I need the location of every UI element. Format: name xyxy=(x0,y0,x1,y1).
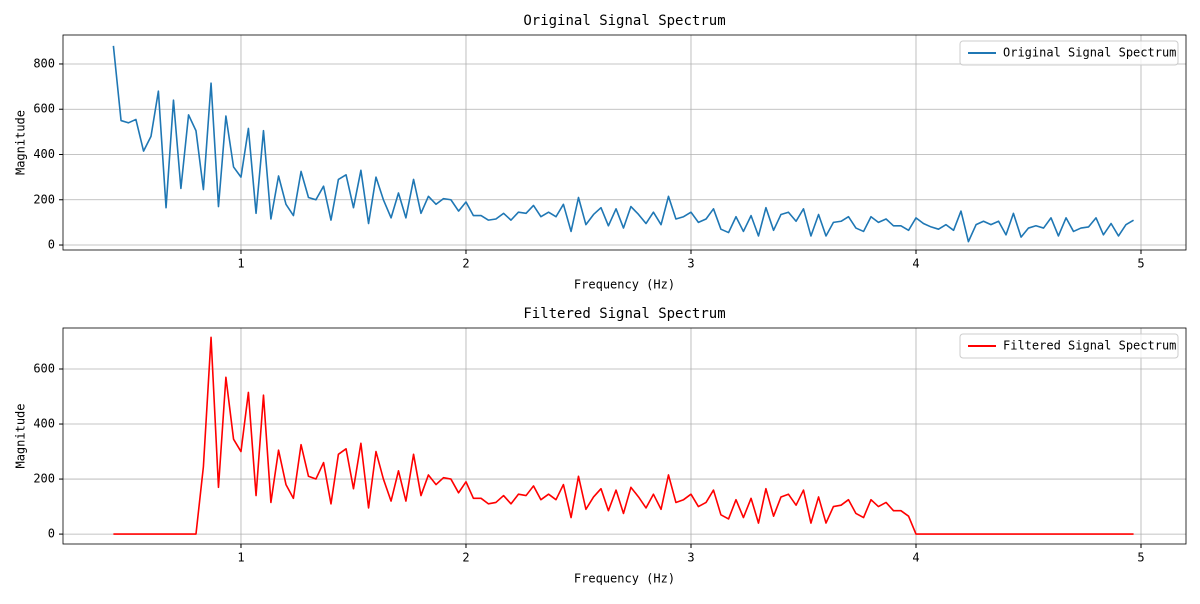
plot-frame xyxy=(62,327,1187,545)
x-axis-label: Frequency (Hz) xyxy=(574,278,675,292)
x-tick-label: 2 xyxy=(462,551,469,565)
line xyxy=(113,336,1134,535)
legend-box xyxy=(959,40,1179,66)
chart-title: Filtered Signal Spectrum xyxy=(523,306,725,322)
x-tick-label: 3 xyxy=(687,551,694,565)
y-tick-label: 0 xyxy=(48,527,55,541)
line xyxy=(112,45,1134,243)
legend-box xyxy=(959,333,1179,359)
y-tick-label: 200 xyxy=(33,472,55,486)
subplot: Filtered Signal Spectrum Frequency (Hz) Ma… xyxy=(14,306,1187,586)
y-tick-label: 600 xyxy=(33,361,55,375)
legend-label: Original Signal Spectrum xyxy=(1003,46,1176,60)
y-tick-label: 400 xyxy=(33,147,55,161)
x-tick-label: 1 xyxy=(237,551,244,565)
x-tick-label: 5 xyxy=(1137,551,1144,565)
y-tick-label: 0 xyxy=(48,238,55,252)
x-tick-label: 5 xyxy=(1137,257,1144,271)
plot-frame xyxy=(62,34,1187,251)
chart-title: Original Signal Spectrum xyxy=(523,13,725,29)
x-tick-label: 1 xyxy=(237,257,244,271)
x-tick-label: 2 xyxy=(462,257,469,271)
y-tick-label: 400 xyxy=(33,417,55,431)
subplot: Original Signal Spectrum Frequency (Hz) Ma… xyxy=(14,13,1187,292)
y-tick-label: 600 xyxy=(33,102,55,116)
y-axis-label: Magnitude xyxy=(14,403,28,468)
legend-label: Filtered Signal Spectrum xyxy=(1003,339,1176,353)
y-tick-label: 800 xyxy=(33,56,55,70)
y-axis-label: Magnitude xyxy=(14,110,28,175)
x-axis-label: Frequency (Hz) xyxy=(574,572,675,586)
y-tick-label: 200 xyxy=(33,192,55,206)
x-tick-label: 4 xyxy=(912,257,919,271)
legend: Filtered Signal Spectrum xyxy=(959,333,1179,359)
legend: Original Signal Spectrum xyxy=(959,40,1179,66)
x-tick-label: 3 xyxy=(687,257,694,271)
x-tick-label: 4 xyxy=(912,551,919,565)
